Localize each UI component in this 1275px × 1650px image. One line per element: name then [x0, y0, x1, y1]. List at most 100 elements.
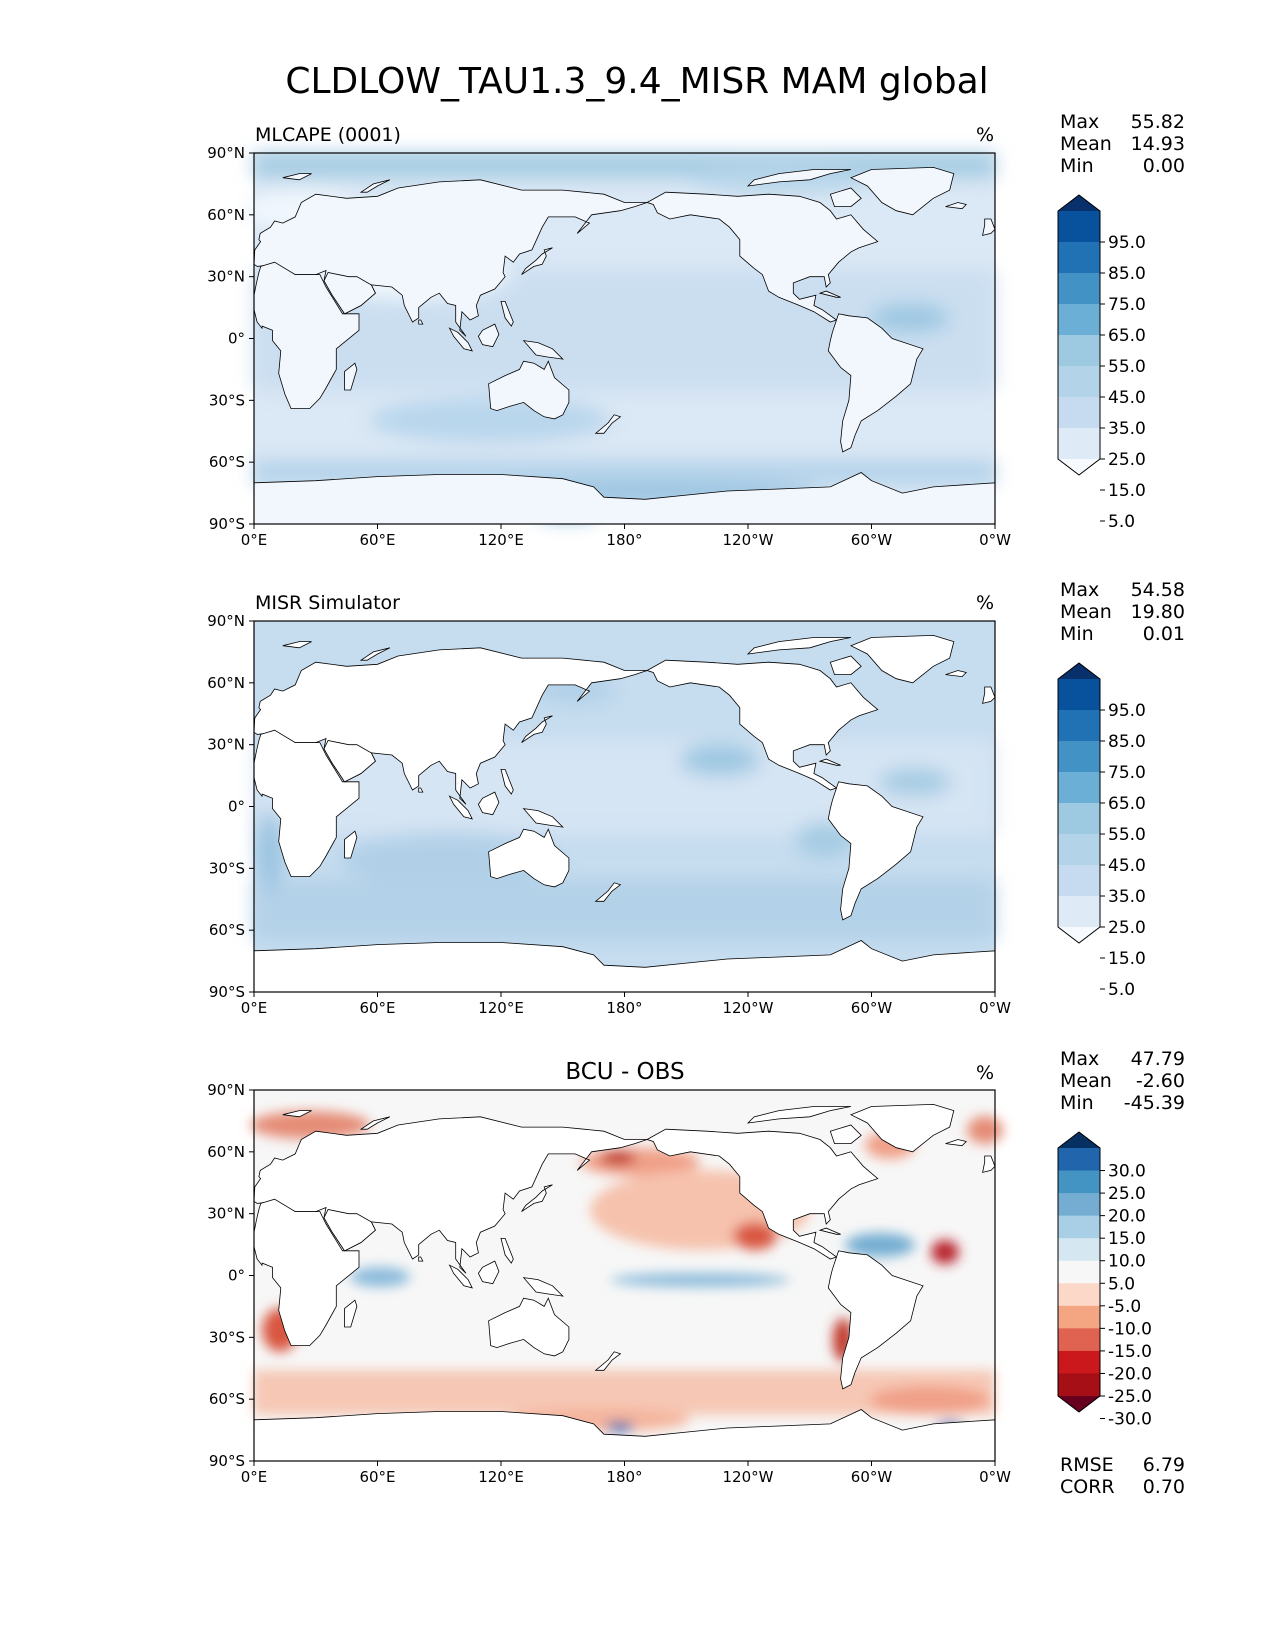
stat-label: Min: [1060, 1092, 1094, 1114]
land-borneo: [477, 791, 500, 816]
land-newzealand: [594, 882, 622, 902]
y-tick-label: 60°S: [209, 921, 245, 939]
x-tick-label: 0°E: [241, 1468, 268, 1486]
land-philippines: [500, 1238, 514, 1264]
land-masses: [253, 1103, 996, 1462]
land-newguinea: [522, 340, 564, 360]
land-masses: [253, 166, 996, 525]
colorbar-band: [1058, 772, 1100, 804]
colorbar-tick-label: 25.0: [1108, 918, 1146, 938]
stat-value: 0.00: [1143, 155, 1185, 177]
stats-box: Max 55.82 Mean 14.93 Min 0.00: [1060, 111, 1185, 177]
colorbar-tick-label: -10.0: [1108, 1319, 1152, 1339]
panel-title: BCU - OBS: [565, 1059, 684, 1085]
error-stat-value: 0.70: [1143, 1476, 1185, 1498]
colorbar-tick-label: 55.0: [1108, 825, 1146, 845]
colorbar-band: [1058, 710, 1100, 742]
land-baffin: [829, 187, 862, 208]
x-tick-label: 120°W: [723, 999, 774, 1017]
stat-value: 0.01: [1143, 623, 1185, 645]
stat-label: Max: [1060, 1048, 1099, 1070]
colorbar-band: [1058, 1373, 1100, 1397]
land-newzealand: [594, 1351, 622, 1371]
colorbar-tick-label: 45.0: [1108, 856, 1146, 876]
y-tick-label: 60°S: [209, 453, 245, 471]
land-cuba: [818, 1227, 841, 1235]
colorbar-band: [1058, 1328, 1100, 1352]
error-stat-label: RMSE: [1060, 1454, 1114, 1476]
colorbar-band: [1058, 211, 1100, 243]
land-arabia_fill: [323, 1209, 376, 1252]
colorbar-tick-label: 25.0: [1108, 450, 1146, 470]
x-tick-label: 0°W: [979, 531, 1011, 549]
x-tick-label: 180°: [606, 999, 642, 1017]
colorbar-extend-top: [1058, 1132, 1100, 1148]
land-borneo: [477, 1260, 500, 1285]
map-area: [240, 153, 996, 525]
x-tick-label: 0°W: [979, 1468, 1011, 1486]
colorbar-tick-label: 65.0: [1108, 326, 1146, 346]
stat-value: 14.93: [1131, 133, 1185, 155]
colorbar-extend-bottom: [1058, 1396, 1100, 1412]
map-axes: 0°E 60°E 120°E 180° 120°W 60°W 0°W 90°N 60°N 30°N…: [207, 612, 1011, 1017]
x-tick-label: 0°E: [241, 531, 268, 549]
land-uk: [982, 218, 996, 236]
colorbar-tick-label: 75.0: [1108, 763, 1146, 783]
stat-label: Max: [1060, 111, 1099, 133]
map-area: [250, 1090, 1003, 1462]
land-africa: [253, 261, 360, 410]
land-newguinea: [522, 808, 564, 828]
land-borneo: [477, 323, 500, 348]
land-madagascar: [344, 830, 358, 859]
colorbar-band: [1058, 834, 1100, 866]
colorbar-tick-label: -30.0: [1108, 1410, 1152, 1430]
stat-label: Min: [1060, 155, 1094, 177]
land-novaya: [359, 179, 391, 193]
y-tick-label: 90°N: [207, 144, 245, 162]
land-greenland: [849, 1103, 955, 1153]
colorbar-band: [1058, 1283, 1100, 1307]
colorbar-band: [1058, 1170, 1100, 1194]
land-south_america: [827, 1250, 924, 1390]
y-tick-label: 0°: [228, 330, 245, 348]
colorbar-band: [1058, 803, 1100, 835]
error-stat-label: CORR: [1060, 1476, 1115, 1498]
units-label: %: [976, 592, 994, 614]
x-tick-label: 60°W: [851, 531, 893, 549]
land-srilanka: [418, 787, 424, 793]
y-tick-label: 60°N: [207, 206, 245, 224]
y-tick-label: 90°S: [209, 515, 245, 533]
units-label: %: [976, 1062, 994, 1084]
colorbar: 30.025.0 20.015.0 10.05.0 -5.0-10.0 -15.0-20…: [1057, 1131, 1152, 1430]
land-madagascar: [344, 1299, 358, 1328]
colorbar-band: [1058, 896, 1100, 928]
colorbar-band: [1058, 428, 1100, 460]
land-svalbard_fjl: [282, 173, 312, 181]
stat-label: Mean: [1060, 1070, 1112, 1092]
y-tick-label: 90°N: [207, 612, 245, 630]
land-philippines: [500, 300, 514, 327]
colorbar-tick-label: 95.0: [1108, 233, 1146, 253]
land-japan: [521, 247, 553, 275]
colorbar-tick-label: 15.0: [1108, 949, 1146, 969]
stat-value: 19.80: [1131, 601, 1185, 623]
stats-box: Max 47.79 Mean -2.60 Min -45.39: [1060, 1048, 1185, 1114]
panel-title: MLCAPE (0001): [255, 124, 401, 146]
land-newguinea: [522, 1277, 564, 1297]
land-arabia_fill: [323, 740, 376, 783]
land-uk: [982, 686, 996, 704]
land-uk: [982, 1155, 996, 1173]
colorbar-tick-label: 5.0: [1108, 980, 1135, 1000]
stat-value: -45.39: [1124, 1092, 1185, 1114]
land-australia: [488, 1297, 570, 1357]
x-tick-label: 0°W: [979, 999, 1011, 1017]
colorbar-tick-label: 20.0: [1108, 1207, 1146, 1227]
panel-difference: 0°E 60°E 120°E 180° 120°W 60°W 0°W 90°N 60°N 30°N…: [207, 1048, 1185, 1498]
colorbar-band: [1058, 1148, 1100, 1172]
colorbar-tick-label: 45.0: [1108, 388, 1146, 408]
stat-label: Mean: [1060, 133, 1112, 155]
land-masses: [253, 634, 996, 993]
y-tick-label: 60°N: [207, 1143, 245, 1161]
land-antarctica: [253, 1409, 996, 1462]
panel-misr-simulator: 0°E 60°E 120°E 180° 120°W 60°W 0°W 90°N 60°N 30°N…: [207, 579, 1185, 1017]
